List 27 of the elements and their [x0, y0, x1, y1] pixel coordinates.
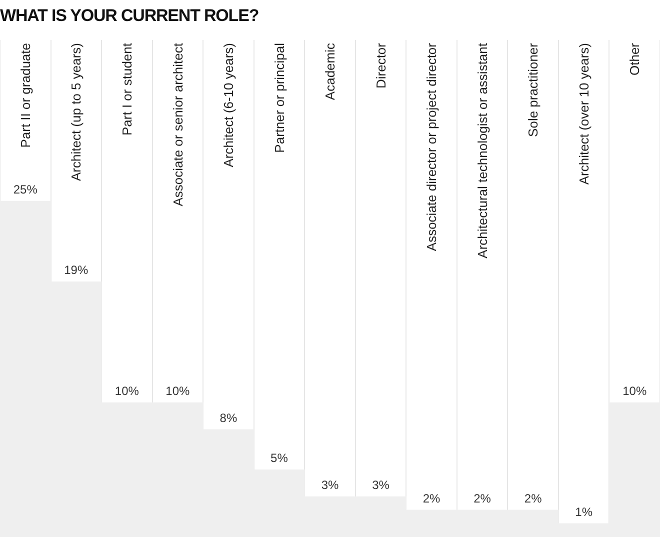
data-label: 25% [13, 182, 38, 196]
data-label: 2% [524, 491, 542, 506]
chart-title: WHAT IS YOUR CURRENT ROLE? [0, 5, 260, 27]
data-label: 3% [321, 478, 339, 492]
data-label: 10% [166, 384, 190, 398]
x-tick-label: Director [373, 42, 388, 89]
data-label: 10% [622, 384, 647, 398]
x-tick-label: Associate director or project director [424, 42, 440, 252]
data-label: 1% [575, 504, 593, 519]
x-tick-label: Architect (over 10 years) [576, 43, 592, 185]
data-label: 2% [422, 491, 441, 506]
x-tick-label: Academic [322, 42, 338, 100]
x-tick-label: Architect (6-10 years) [221, 43, 236, 168]
data-label: 2% [474, 491, 492, 506]
data-label: 5% [270, 451, 288, 466]
data-label: 19% [64, 263, 88, 278]
data-label: 8% [220, 410, 238, 425]
x-tick-label: Architectural technologist or assistant [474, 42, 490, 258]
data-label: 3% [372, 478, 390, 492]
x-tick-label: Architect (up to 5 years) [68, 43, 84, 181]
x-tick-label: Part II or graduate [18, 43, 33, 148]
x-tick-label: Partner or principal [272, 42, 287, 153]
x-tick-label: Sole practitioner [526, 42, 541, 137]
data-label: 10% [114, 384, 140, 398]
x-tick-label: Part I or student [120, 42, 134, 136]
x-tick-label: Associate or senior architect [170, 42, 186, 206]
x-tick-label: Other [627, 42, 642, 76]
